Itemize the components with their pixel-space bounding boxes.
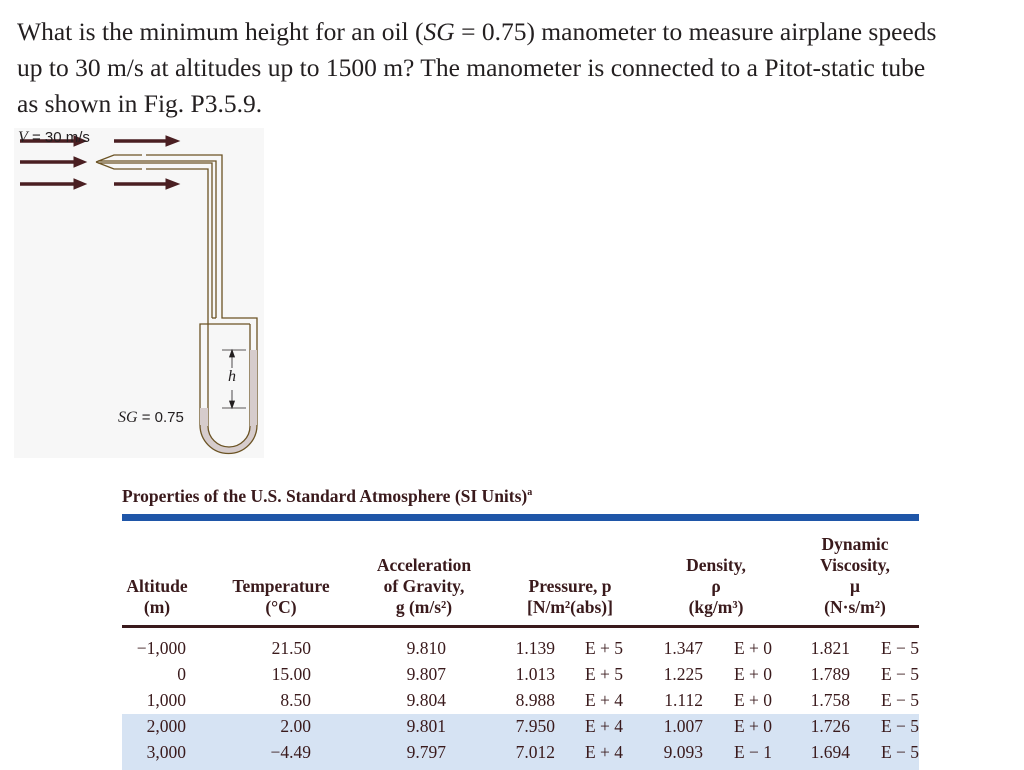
cell-gravity: 9.807 (406, 664, 446, 684)
sg-label: SG = 0.75 (118, 409, 184, 427)
cell-viscosity-exp: E − 5 (880, 690, 919, 710)
cell-altitude: −1,000 (136, 638, 186, 658)
manometer-fluid (200, 350, 257, 454)
table-title-text: Properties of the U.S. Standard Atmosphe… (122, 486, 528, 506)
cell-density: 1.007 (663, 716, 703, 736)
header-line: of Gravity, (383, 576, 465, 596)
cell-viscosity-exp: E − 5 (880, 716, 919, 736)
header-line: Dynamic (821, 534, 889, 554)
cell-pressure: 7.012 (515, 742, 555, 762)
cell-gravity: 9.797 (406, 742, 446, 762)
header-line: g (m/s²) (395, 597, 453, 617)
header-line: (N·s/m²) (824, 597, 886, 617)
height-dimension-icon (222, 348, 246, 410)
cell-density-exp: E + 0 (733, 664, 772, 684)
sg-symbol: SG (423, 17, 455, 46)
problem-text: = 0.75) manometer to measure airplane sp… (454, 17, 937, 46)
header-line: Acceleration (376, 555, 472, 575)
header-line: (°C) (265, 597, 297, 617)
problem-text: What is the minimum height for an oil ( (17, 17, 424, 46)
header-line: ρ (711, 576, 721, 596)
cell-density-exp: E + 0 (733, 638, 772, 658)
cell-pressure-exp: E + 4 (584, 716, 623, 736)
cell-pressure: 1.139 (515, 638, 555, 658)
cell-pressure-exp: E + 4 (584, 690, 623, 710)
problem-line-3: as shown in Fig. P3.5.9. (17, 89, 263, 118)
cell-temperature: 15.00 (271, 664, 311, 684)
pitot-tube-diagram (14, 128, 264, 458)
header-viscosity: Dynamic Viscosity, μ (N·s/m²) (792, 534, 918, 618)
height-symbol: h (228, 368, 236, 385)
cell-temperature: 21.50 (271, 638, 311, 658)
cell-gravity: 9.801 (406, 716, 446, 736)
cell-gravity: 9.810 (406, 638, 446, 658)
cell-density: 9.093 (663, 742, 703, 762)
problem-line-1: What is the minimum height for an oil (S… (17, 14, 1017, 50)
velocity-symbol: V (18, 129, 28, 146)
header-line: (kg/m³) (688, 597, 744, 617)
flow-arrows-icon (20, 135, 181, 190)
header-altitude: Altitude (m) (122, 576, 192, 618)
cell-altitude: 2,000 (146, 716, 186, 736)
header-temperature: Temperature (°C) (222, 576, 340, 618)
cell-viscosity: 1.694 (810, 742, 850, 762)
cell-density-exp: E + 0 (733, 716, 772, 736)
problem-statement: What is the minimum height for an oil (S… (17, 14, 1017, 122)
velocity-value: = 30 m/s (27, 129, 90, 146)
sg-value: = 0.75 (137, 409, 184, 426)
header-line: μ (850, 576, 860, 596)
header-pressure: Pressure, p [N/m²(abs)] (500, 576, 640, 618)
cell-density: 1.347 (663, 638, 703, 658)
highlighted-rows-background (122, 714, 919, 770)
header-line: Temperature (232, 576, 330, 596)
cell-altitude: 1,000 (146, 690, 186, 710)
height-label: h (228, 368, 236, 386)
cell-pressure-exp: E + 4 (584, 742, 623, 762)
cell-density-exp: E − 1 (733, 742, 772, 762)
cell-viscosity: 1.726 (810, 716, 850, 736)
cell-altitude: 0 (177, 664, 186, 684)
table-top-rule (122, 514, 919, 521)
cell-pressure: 8.988 (515, 690, 555, 710)
header-line: [N/m²(abs)] (527, 597, 613, 617)
cell-density: 1.225 (663, 664, 703, 684)
cell-altitude: 3,000 (146, 742, 186, 762)
header-line: Density, (686, 555, 746, 575)
cell-pressure-exp: E + 5 (584, 664, 623, 684)
cell-temperature: 8.50 (280, 690, 311, 710)
cell-viscosity: 1.789 (810, 664, 850, 684)
cell-viscosity-exp: E − 5 (880, 638, 919, 658)
cell-viscosity-exp: E − 5 (880, 664, 919, 684)
header-line: Pressure, p (528, 576, 612, 596)
cell-temperature: −4.49 (270, 742, 312, 762)
cell-pressure: 1.013 (515, 664, 555, 684)
header-gravity: Acceleration of Gravity, g (m/s²) (360, 555, 488, 618)
header-line: (m) (143, 597, 171, 617)
problem-line-2: up to 30 m/s at altitudes up to 1500 m? … (17, 53, 926, 82)
cell-density: 1.112 (664, 690, 703, 710)
pitot-manometer-figure: V = 30 m/s h SG = 0.75 (14, 128, 264, 458)
header-line: Altitude (126, 576, 188, 596)
table-title: Properties of the U.S. Standard Atmosphe… (122, 486, 532, 507)
cell-viscosity: 1.821 (810, 638, 850, 658)
cell-viscosity-exp: E − 5 (880, 742, 919, 762)
cell-pressure: 7.950 (515, 716, 555, 736)
footnote-marker: a (527, 487, 533, 499)
cell-temperature: 2.00 (280, 716, 311, 736)
cell-density-exp: E + 0 (733, 690, 772, 710)
header-line: Viscosity, (820, 555, 890, 575)
cell-pressure-exp: E + 5 (584, 638, 623, 658)
velocity-label: V = 30 m/s (18, 129, 90, 147)
header-density: Density, ρ (kg/m³) (662, 555, 770, 618)
header-bottom-rule (122, 625, 919, 628)
cell-viscosity: 1.758 (810, 690, 850, 710)
sg-symbol: SG (118, 409, 138, 426)
cell-gravity: 9.804 (406, 690, 446, 710)
